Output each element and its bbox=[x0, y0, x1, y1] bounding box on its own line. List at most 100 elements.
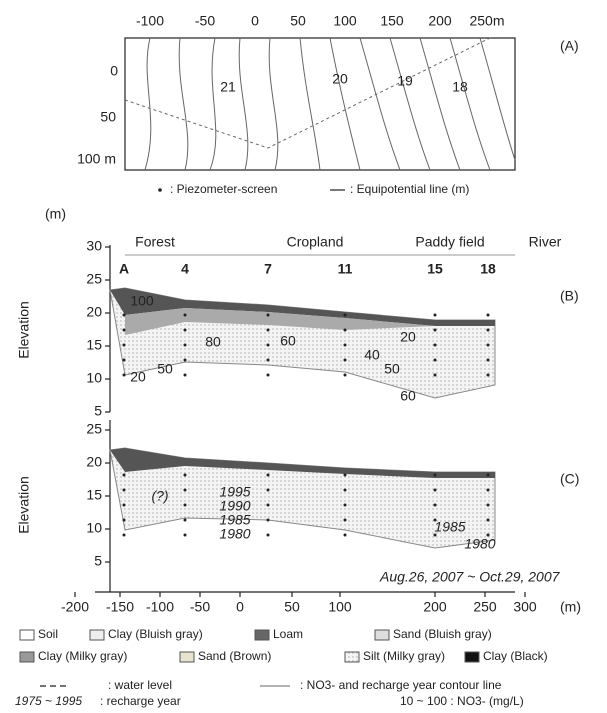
year-label: 1985 bbox=[434, 519, 465, 535]
piezometer bbox=[183, 373, 187, 377]
contour-label: 20 bbox=[130, 369, 146, 385]
y-tick-label: 5 bbox=[94, 553, 102, 569]
piezometer bbox=[183, 533, 187, 537]
piezometer bbox=[486, 473, 490, 477]
legend-text: Clay (Bluish gray) bbox=[108, 627, 203, 641]
piezometer bbox=[122, 488, 126, 492]
year-label: 1985 bbox=[219, 512, 250, 528]
period: Aug.26, 2007 ~ Oct.29, 2007 bbox=[379, 569, 561, 585]
piezometer bbox=[486, 313, 490, 317]
loam-layer bbox=[110, 448, 495, 478]
y-tick-label: 5 bbox=[94, 403, 102, 419]
x-tick-label: 0 bbox=[236, 599, 244, 615]
piezometer bbox=[343, 328, 347, 332]
y-tick-label: 15 bbox=[86, 337, 102, 353]
piezometer bbox=[343, 473, 347, 477]
piezometer bbox=[433, 313, 437, 317]
y-tick-label: 30 bbox=[86, 238, 102, 254]
piezometer bbox=[122, 343, 126, 347]
piezometer bbox=[183, 503, 187, 507]
x-tick-label: 150 bbox=[380, 13, 404, 29]
piezometer bbox=[266, 473, 270, 477]
piezometer bbox=[183, 328, 187, 332]
contour-label: 50 bbox=[384, 361, 400, 377]
piezometer bbox=[486, 373, 490, 377]
contour-label: 20 bbox=[400, 329, 416, 345]
piezometer bbox=[266, 343, 270, 347]
piezometer bbox=[486, 533, 490, 537]
year-label: 1980 bbox=[219, 526, 250, 542]
y-title: Elevation bbox=[16, 476, 32, 534]
x-tick-label: 100 bbox=[328, 599, 352, 615]
piezometer bbox=[183, 488, 187, 492]
piezometer bbox=[266, 373, 270, 377]
legend-swatch bbox=[254, 629, 270, 641]
legend-text: 10 ~ 100 : NO3- (mg/L) bbox=[400, 694, 524, 708]
legend-text: Clay (Black) bbox=[483, 649, 548, 663]
legend-text: Sand (Bluish gray) bbox=[393, 627, 492, 641]
piezometer bbox=[486, 503, 490, 507]
x-tick-label: 50 bbox=[290, 13, 306, 29]
piezometer bbox=[433, 473, 437, 477]
well-label: 7 bbox=[264, 261, 272, 277]
piezometer bbox=[122, 473, 126, 477]
year-label: 1980 bbox=[464, 536, 495, 552]
piezometer bbox=[433, 358, 437, 362]
contour-label: 18 bbox=[452, 79, 468, 95]
piezometer bbox=[343, 358, 347, 362]
land-use: Paddy field bbox=[415, 234, 484, 250]
contour-label: 40 bbox=[364, 347, 380, 363]
legend-swatch bbox=[374, 629, 390, 641]
y-tick-label: 10 bbox=[86, 520, 102, 536]
loam-layer bbox=[110, 288, 495, 326]
unit: (m) bbox=[45, 206, 66, 222]
y-tick-label: 25 bbox=[86, 421, 102, 437]
legend-text: : recharge year bbox=[100, 694, 181, 708]
well-label: A bbox=[119, 261, 129, 277]
contour-label: 80 bbox=[205, 334, 221, 350]
legend-text: Sand (Brown) bbox=[198, 649, 271, 663]
piezometer bbox=[122, 518, 126, 522]
piezometer bbox=[122, 503, 126, 507]
contour-label: 21 bbox=[220, 79, 236, 95]
y-tick-label: 15 bbox=[86, 487, 102, 503]
piezometer bbox=[122, 313, 126, 317]
x-tick-label: 250 bbox=[473, 599, 497, 615]
piezometer bbox=[433, 373, 437, 377]
x-tick-label: 250m bbox=[469, 13, 504, 29]
y-tick-label: 10 bbox=[86, 370, 102, 386]
piezometer bbox=[183, 358, 187, 362]
legend-text: : NO3- and recharge year contour line bbox=[300, 678, 502, 692]
piezometer bbox=[343, 343, 347, 347]
x-tick-label: 300 bbox=[513, 599, 537, 615]
piezometer bbox=[183, 313, 187, 317]
land-use: Cropland bbox=[287, 234, 344, 250]
contour-label: 50 bbox=[157, 361, 173, 377]
legend-text: Clay (Milky gray) bbox=[38, 649, 127, 663]
x-tick-label: 50 bbox=[284, 599, 300, 615]
legend-text: : water level bbox=[108, 678, 172, 692]
piezometer bbox=[122, 533, 126, 537]
y-tick-label: 20 bbox=[86, 304, 102, 320]
y-tick-label: 25 bbox=[86, 271, 102, 287]
piezometer bbox=[266, 358, 270, 362]
y-tick-label: 0 bbox=[110, 63, 118, 79]
piezometer bbox=[433, 488, 437, 492]
piezometer bbox=[343, 503, 347, 507]
x-unit: (m) bbox=[560, 599, 581, 615]
piezometer bbox=[486, 343, 490, 347]
piezometer bbox=[183, 473, 187, 477]
piezometer bbox=[266, 313, 270, 317]
x-tick-label: 200 bbox=[428, 13, 452, 29]
piezometer bbox=[266, 518, 270, 522]
year-label: (?) bbox=[151, 488, 168, 504]
contour-label: 60 bbox=[400, 388, 416, 404]
legend-swatch bbox=[179, 651, 195, 663]
x-tick-label: -150 bbox=[106, 599, 134, 615]
legend-swatch bbox=[19, 651, 35, 663]
piezometer bbox=[433, 518, 437, 522]
piezometer bbox=[122, 328, 126, 332]
x-tick-label: -200 bbox=[61, 599, 89, 615]
panel-label: (A) bbox=[560, 38, 579, 54]
